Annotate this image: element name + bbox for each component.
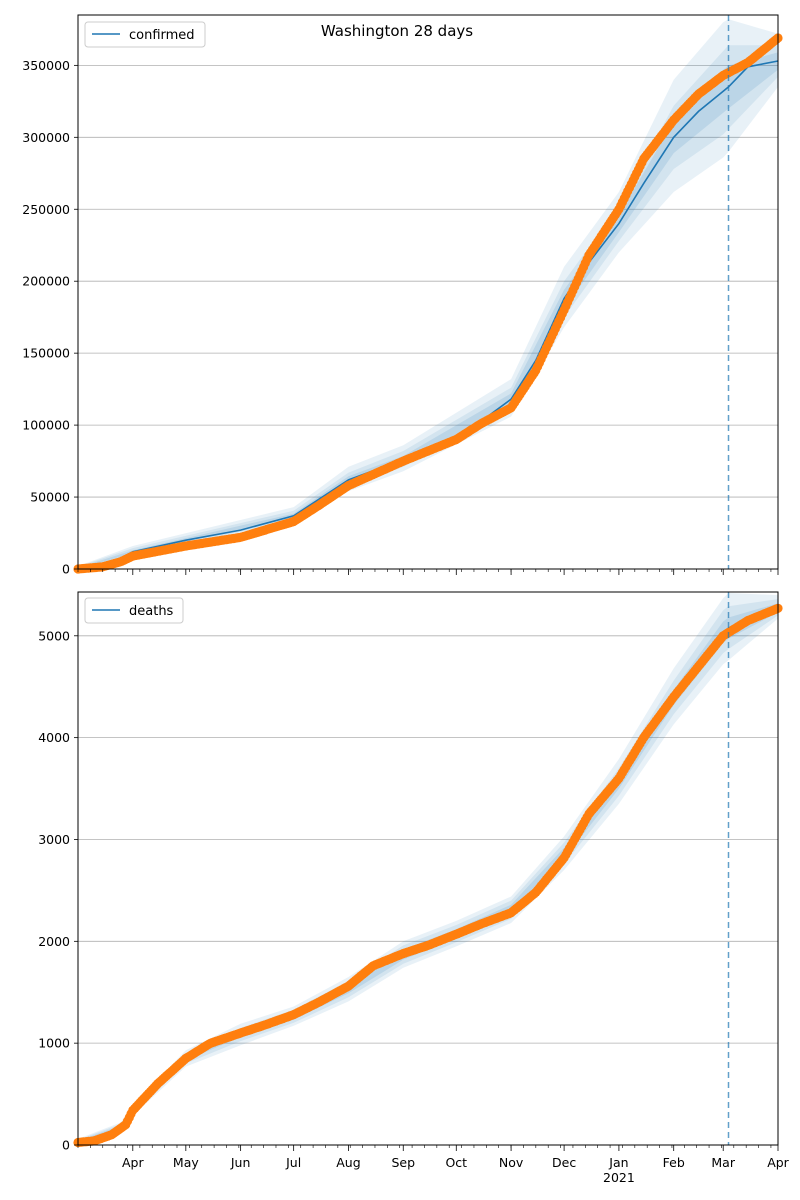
legend-label: confirmed <box>129 28 195 43</box>
x-tick-label: May <box>173 1155 199 1170</box>
y-tick-label: 200000 <box>22 274 70 289</box>
y-tick-label: 5000 <box>38 628 70 643</box>
band-inner <box>78 52 778 569</box>
plot-frame <box>77 14 779 570</box>
panel-confirmed: 0 50000 100000 150000 200000 250000 300000 3500… <box>22 14 783 577</box>
y-tick-label: 4000 <box>38 730 70 745</box>
legend-confirmed: confirmed <box>84 21 206 48</box>
y-tick-label: 350000 <box>22 58 70 73</box>
x-tick-label: Jan <box>608 1155 628 1170</box>
x-tick-label: Feb <box>663 1155 685 1170</box>
y-tick-label: 250000 <box>22 202 70 217</box>
x-tick-label: Mar <box>711 1155 735 1170</box>
x-tick-label: Dec <box>552 1155 576 1170</box>
x-tick-label: Nov <box>499 1155 524 1170</box>
plot-frame <box>77 591 779 1146</box>
figure-title: Washington 28 days <box>321 22 473 40</box>
x-tick-label: Apr <box>767 1155 789 1170</box>
y-tick-label: 300000 <box>22 130 70 145</box>
x-tick-label: Jul <box>285 1155 301 1170</box>
panel-deaths: 0 1000 2000 3000 4000 5000 Apr May Jun Jul Aug Sep O… <box>38 591 790 1185</box>
y-tick-label: 150000 <box>22 346 70 361</box>
legend-deaths: deaths <box>84 597 184 624</box>
y-tick-label: 100000 <box>22 418 70 433</box>
band-outer <box>78 19 778 570</box>
x-tick-label: Sep <box>391 1155 415 1170</box>
band-middle <box>78 45 778 569</box>
y-tick-label: 0 <box>62 562 70 577</box>
x-tick-label: Aug <box>336 1155 360 1170</box>
x-tick-label: Oct <box>445 1155 467 1170</box>
x-year-label: 2021 <box>603 1170 635 1185</box>
x-tick-label: Apr <box>122 1155 144 1170</box>
y-tick-label: 2000 <box>38 934 70 949</box>
y-tick-label: 3000 <box>38 832 70 847</box>
legend-frame <box>84 597 184 624</box>
legend-frame <box>84 21 206 48</box>
y-tick-label: 50000 <box>30 490 70 505</box>
y-tick-label: 0 <box>62 1138 70 1153</box>
y-tick-label: 1000 <box>38 1036 70 1051</box>
legend-label: deaths <box>129 604 174 619</box>
x-tick-label: Jun <box>230 1155 251 1170</box>
